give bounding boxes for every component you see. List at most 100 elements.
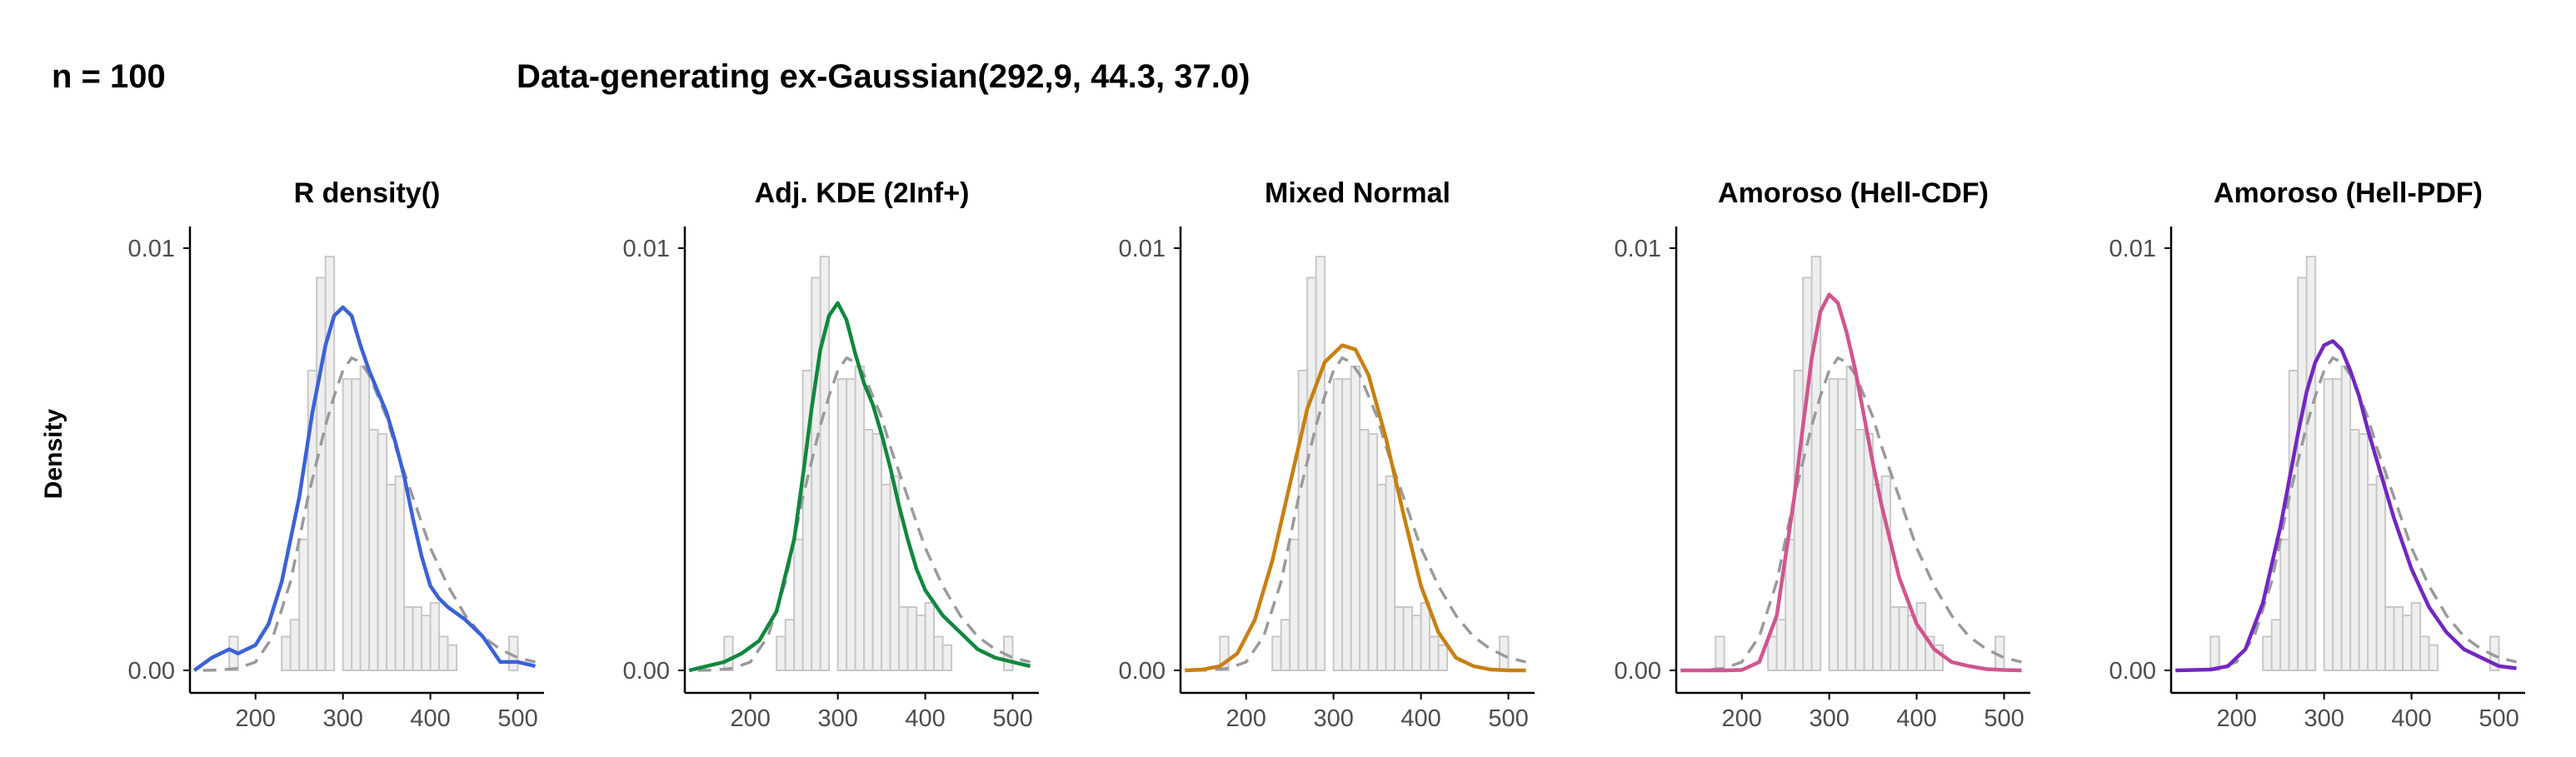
- histogram-bar: [2349, 429, 2360, 671]
- x-tick-label: 200: [236, 705, 276, 732]
- fitted-density-line: [1680, 292, 2022, 673]
- histogram: [2209, 256, 2500, 672]
- histogram-bar: [906, 605, 918, 672]
- x-tick-label: 500: [1488, 705, 1528, 732]
- x-tick-label: 300: [1313, 705, 1353, 732]
- histogram-bar: [438, 635, 449, 672]
- histogram-bar: [324, 256, 336, 671]
- histogram-bar: [1793, 370, 1805, 671]
- histogram-bar: [342, 378, 353, 671]
- x-tick-label: 400: [1896, 705, 1936, 732]
- x-tick-label: 200: [731, 705, 771, 732]
- histogram: [1715, 256, 2005, 672]
- histogram-bar: [2262, 635, 2273, 672]
- histogram-bar: [394, 475, 406, 672]
- x-tick-label: 200: [2217, 705, 2257, 732]
- histogram-bar: [1306, 276, 1317, 671]
- x-tick-label: 500: [497, 705, 537, 732]
- histogram-bar: [1775, 619, 1787, 671]
- y-tick-label: 0.01: [623, 236, 670, 262]
- histogram-bar: [1845, 365, 1857, 671]
- histogram-bar: [2279, 538, 2290, 672]
- histogram-bar: [2358, 433, 2369, 672]
- histogram-bar: [836, 378, 848, 671]
- histogram-bar: [846, 378, 856, 671]
- histogram-bar: [1341, 378, 1352, 671]
- panel-4: Amoroso (Hell-CDF) 200 300 400 500 0.00 0.01: [1615, 177, 2030, 732]
- x-tick-label: 300: [2304, 705, 2344, 732]
- x-tick-label: 500: [1984, 705, 2024, 732]
- figure-title: Data-generating ex-Gaussian(292,9, 44.3,…: [517, 58, 1250, 95]
- x-tick-label: 300: [817, 705, 857, 732]
- histogram-bar: [2384, 605, 2395, 672]
- y-tick-label: 0.00: [1119, 658, 1166, 685]
- x-tick-label: 400: [1400, 705, 1440, 732]
- histogram-bar: [1332, 378, 1344, 671]
- histogram: [723, 256, 1014, 672]
- histogram-bar: [776, 635, 786, 672]
- reference-density-line: [1193, 356, 1526, 672]
- histogram-bar: [386, 483, 397, 671]
- histogram-bar: [819, 256, 831, 671]
- histogram-bar: [863, 429, 874, 671]
- x-tick-label: 300: [1809, 705, 1849, 732]
- panel-title: R density(): [294, 177, 441, 209]
- histogram-bar: [368, 429, 379, 671]
- fitted-density-line: [192, 305, 537, 672]
- sample-size-label: n = 100: [52, 58, 166, 95]
- y-tick-label: 0.00: [623, 658, 670, 685]
- histogram-bar: [811, 276, 821, 671]
- histogram-bar: [1289, 538, 1300, 672]
- histogram-bar: [359, 365, 371, 671]
- histogram-bar: [2305, 256, 2317, 671]
- histogram-bar: [793, 538, 804, 672]
- histogram-bar: [289, 619, 301, 671]
- histogram-bar: [403, 605, 414, 672]
- x-tick-label: 400: [410, 705, 450, 732]
- histogram-bar: [2367, 483, 2378, 671]
- panel-5: Amoroso (Hell-PDF) 200 300 400 500 0.00 0.01: [2109, 177, 2525, 732]
- histogram-bar: [2419, 635, 2430, 672]
- x-tick-label: 200: [1722, 705, 1762, 732]
- panel-2: Adj. KDE (2Inf+) 200 300 400 500 0.00 0.01: [623, 177, 1039, 732]
- histogram-bar: [1855, 429, 1865, 671]
- histogram-bar: [421, 615, 432, 672]
- histogram-bar: [2340, 365, 2352, 671]
- histogram-bar: [1437, 644, 1449, 672]
- histogram-bar: [2209, 635, 2220, 672]
- y-tick-label: 0.01: [128, 236, 175, 262]
- y-tick-label: 0.00: [1615, 658, 1661, 685]
- histogram-bar: [1872, 483, 1883, 671]
- histogram-bar: [1420, 601, 1431, 672]
- y-axis-label: Density: [40, 409, 67, 500]
- panel-1: R density() 200 300 400 500 0.00 0.01: [128, 177, 544, 732]
- histogram-bar: [1271, 635, 1282, 672]
- histogram-bar: [889, 475, 901, 672]
- histogram-bar: [1890, 605, 1900, 672]
- histogram-bar: [898, 605, 909, 672]
- histogram-bar: [2402, 615, 2413, 672]
- histogram-bar: [916, 615, 926, 672]
- histogram-bar: [2410, 601, 2422, 672]
- y-tick-label: 0.01: [1119, 236, 1166, 262]
- histogram-bar: [1802, 276, 1813, 671]
- histogram-bar: [784, 619, 796, 671]
- y-tick-label: 0.00: [2109, 658, 2156, 685]
- histogram-bar: [924, 601, 936, 672]
- panel-title: Mixed Normal: [1265, 177, 1450, 209]
- histogram-bar: [429, 601, 441, 672]
- fitted-density-line: [688, 301, 1031, 673]
- y-tick-label: 0.01: [2109, 236, 2156, 262]
- histogram-bar: [1767, 635, 1778, 672]
- histogram-bar: [2323, 378, 2334, 671]
- histogram-bar: [1429, 635, 1440, 672]
- histogram-bar: [1880, 475, 1892, 672]
- histogram-bar: [447, 644, 458, 672]
- y-tick-label: 0.01: [1615, 236, 1661, 262]
- histogram-bar: [2332, 378, 2343, 671]
- histogram-bar: [2288, 370, 2299, 671]
- histogram-bar: [351, 378, 362, 671]
- histogram-bar: [412, 605, 423, 672]
